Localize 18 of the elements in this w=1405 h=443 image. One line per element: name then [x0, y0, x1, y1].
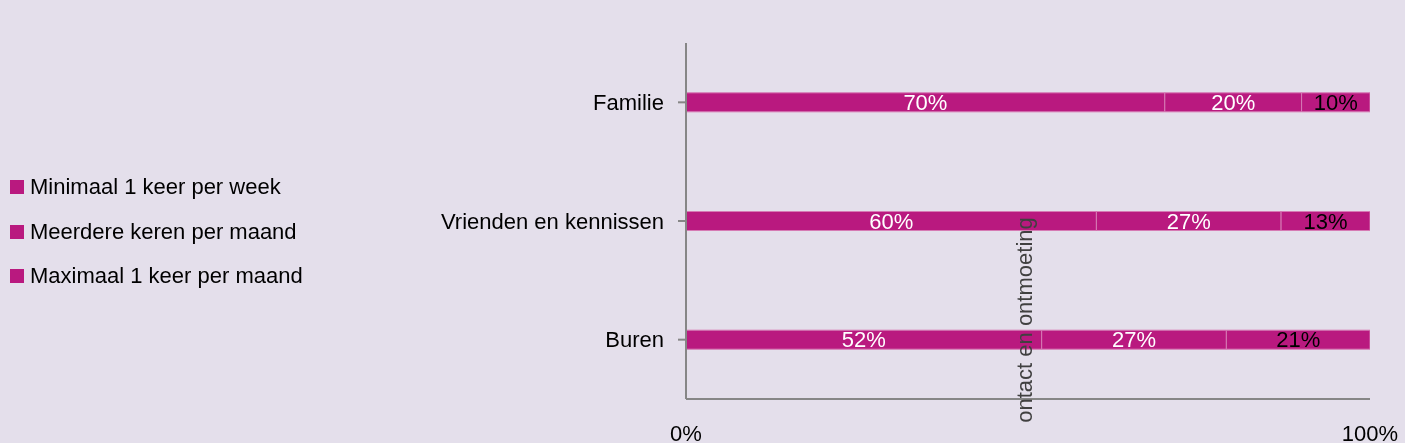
data-label: 60% [869, 208, 914, 234]
data-label: 10% [1313, 89, 1358, 115]
x-tick-label: 0% [670, 420, 702, 443]
data-label: 27% [1166, 208, 1211, 234]
y-tick-label: Familie [593, 90, 664, 116]
data-label: 20% [1211, 89, 1256, 115]
y-tick-label: Vrienden en kennissen [440, 208, 664, 234]
annotation: ontact en ontmoeting [1012, 217, 1038, 423]
y-tick-label: Buren [605, 327, 664, 353]
data-label: 27% [1112, 327, 1157, 353]
data-label: 13% [1303, 208, 1348, 234]
legend-label: Minimaal 1 keer per week [30, 174, 281, 201]
legend-label: Maximaal 1 keer per maand [30, 263, 303, 290]
x-tick-label: 100% [1341, 420, 1399, 443]
legend-label: Meerdere keren per maand [30, 218, 297, 245]
data-label: 52% [841, 327, 886, 353]
data-label: 70% [903, 89, 948, 115]
data-label: 21% [1276, 327, 1321, 353]
